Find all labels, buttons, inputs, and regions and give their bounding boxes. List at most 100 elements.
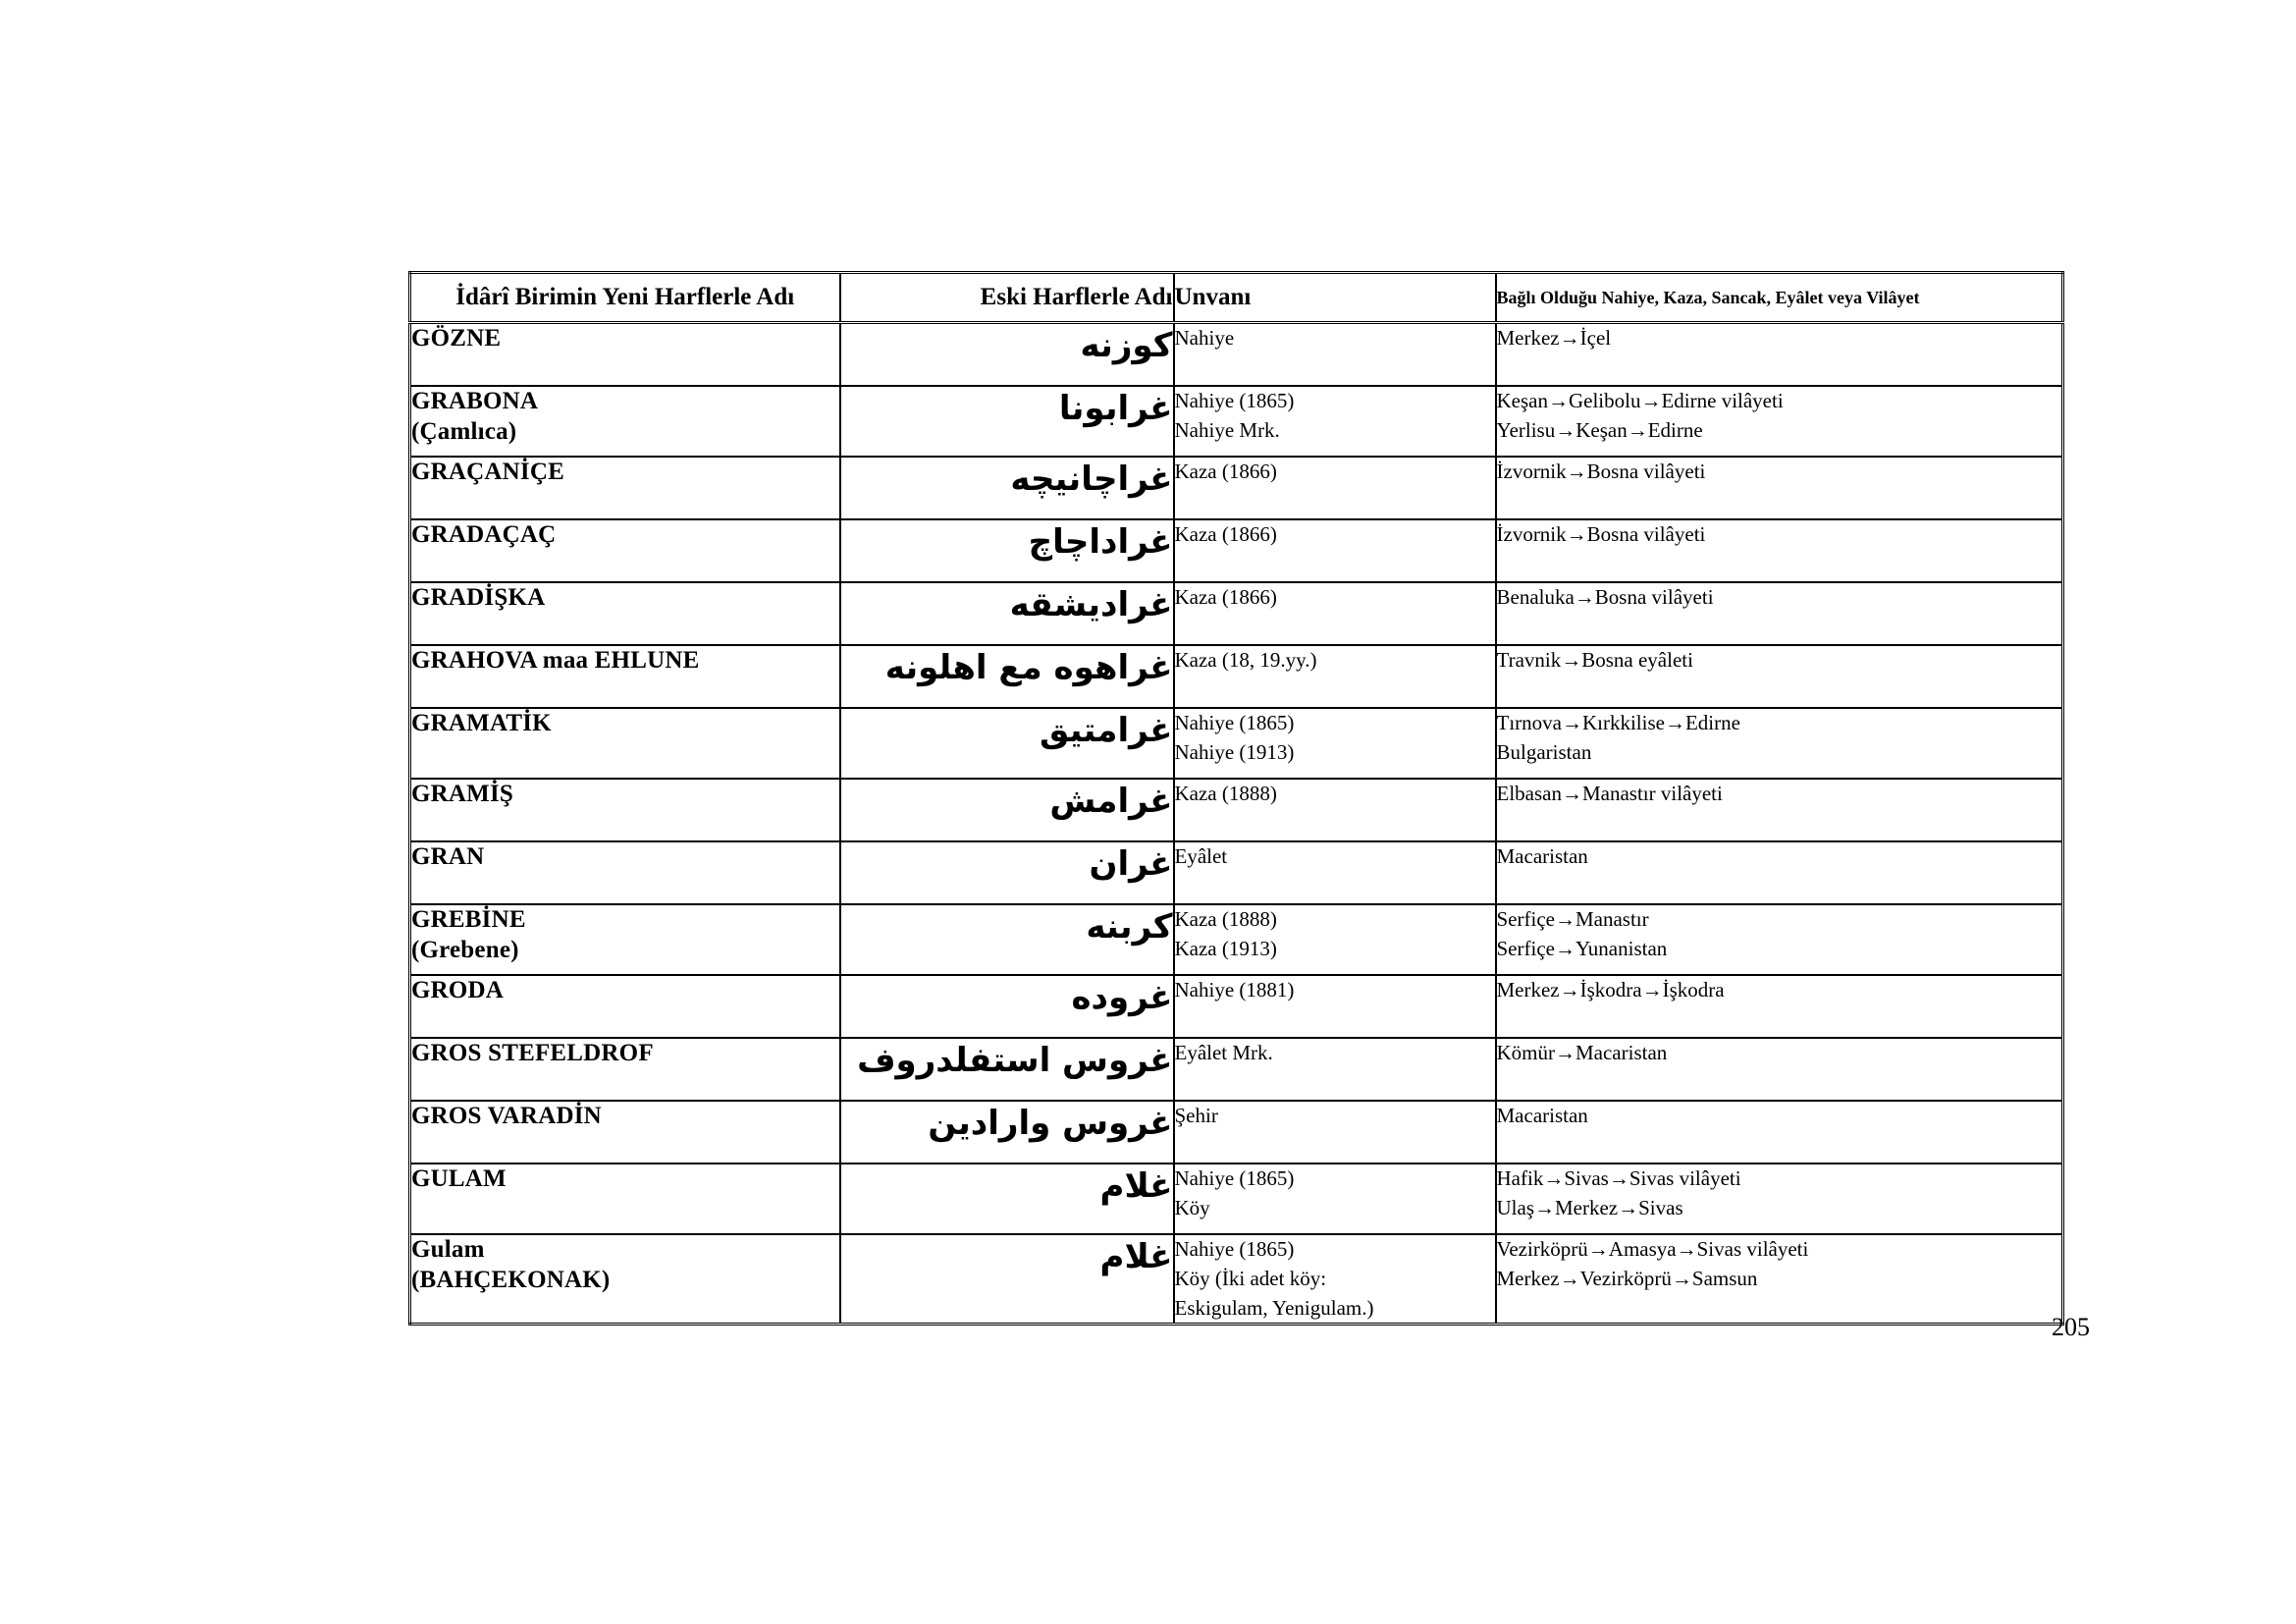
cell-new-script-name: GRADAÇAÇ (408, 518, 841, 583)
title-line: Eskigulam, Yenigulam.) (1174, 1295, 1374, 1320)
table-row: GRAÇANİÇE غراچانیچه Kaza (1866) İzvornik→Bo… (408, 456, 2064, 520)
name-line: GÖZNE (411, 325, 502, 352)
cell-new-script-name: GROS VARADİN (408, 1100, 841, 1164)
table-row: GULAM غلام Nahiye (1865) Köy Hafik→Sivas→Siv… (408, 1163, 2064, 1235)
registry-table-wrapper: İdârî Birimin Yeni Harflerle Adı Eski Ha… (408, 271, 2064, 1326)
name-line: GRADİŞKA (411, 584, 546, 611)
title-line: Nahiye (1865) (1174, 1166, 1295, 1190)
affiliation-line: Macaristan (1496, 844, 1588, 868)
title-line: Kaza (1888) (1174, 782, 1277, 805)
table-row: GRAHOVA maa EHLUNE غراهوه مع اهلونه Kaza (… (408, 644, 2064, 709)
cell-old-script-name: غرامش (838, 778, 1175, 842)
page-number: 205 (2052, 1313, 2090, 1341)
affiliation-line: Hafik→Sivas→Sivas vilâyeti (1496, 1166, 1741, 1190)
affiliation-line: Benaluka→Bosna vilâyeti (1496, 585, 1714, 609)
title-line: Nahiye (1881) (1174, 978, 1295, 1001)
title-line: Şehir (1174, 1104, 1218, 1127)
cell-affiliation: Merkez→İşkodra→İşkodra (1494, 974, 2064, 1039)
cell-old-script-name: غراچانیچه (838, 456, 1175, 520)
name-line: GREBİNE (411, 906, 526, 933)
title-line: Nahiye (1865) (1174, 1237, 1295, 1261)
cell-new-script-name: GRODA (408, 974, 841, 1039)
title-line: Kaza (1888) (1174, 907, 1277, 931)
cell-title: Eyâlet (1172, 840, 1497, 905)
cell-title: Nahiye (1865) Köy (1172, 1163, 1497, 1235)
name-line: (Çamlıca) (411, 417, 517, 445)
cell-affiliation: Kömür→Macaristan (1494, 1037, 2064, 1102)
table-row: Gulam (BAHÇEKONAK) غلام Nahiye (1865) Köy (İ… (408, 1233, 2064, 1326)
affiliation-line: Ulaş→Merkez→Sivas (1496, 1195, 1683, 1219)
table-row: GRAMATİK غرامتیق Nahiye (1865) Nahiye (1913… (408, 707, 2064, 780)
table-row: GÖZNE كوزنه Nahiye Merkez→İçel (408, 321, 2064, 387)
cell-title: Kaza (18, 19.yy.) (1172, 644, 1497, 709)
table-row: GRABONA (Çamlıca) غرابونا Nahiye (1865) Nahi… (408, 385, 2064, 458)
cell-new-script-name: GROS STEFELDROF (408, 1037, 841, 1102)
affiliation-line: Yerlisu→Keşan→Edirne (1496, 417, 1703, 442)
name-line: GROS VARADİN (411, 1103, 602, 1129)
title-line: Köy (1174, 1195, 1210, 1219)
cell-old-script-name: غراداچاچ (838, 518, 1175, 583)
title-line: Nahiye (1865) (1174, 389, 1295, 412)
affiliation-line: Travnik→Bosna eyâleti (1496, 648, 1693, 672)
cell-affiliation: Macaristan (1494, 840, 2064, 905)
table-row: GREBİNE (Grebene) كربنه Kaza (1888) Kaza (19… (408, 903, 2064, 976)
name-line: GRAMİŞ (411, 781, 513, 807)
name-line: GULAM (411, 1165, 507, 1192)
title-line: Kaza (1866) (1174, 585, 1277, 609)
cell-title: Nahiye (1865) Köy (İki adet köy: Eskigulam… (1172, 1233, 1497, 1326)
title-line: Eyâlet (1174, 844, 1228, 868)
affiliation-line: Tırnova→Kırkkilise→Edirne (1496, 711, 1740, 734)
name-line: GRAHOVA maa EHLUNE (411, 647, 700, 674)
table-row: GRODA غروده Nahiye (1881) Merkez→İşkodra→İş… (408, 974, 2064, 1039)
cell-affiliation: İzvornik→Bosna vilâyeti (1494, 518, 2064, 583)
cell-new-script-name: GRAN (408, 840, 841, 905)
table-row: GROS VARADİN غروس وارادین Şehir Macaristan (408, 1100, 2064, 1164)
name-line: GROS STEFELDROF (411, 1040, 654, 1066)
affiliation-line: Merkez→Vezirköprü→Samsun (1496, 1266, 1758, 1290)
cell-old-script-name: غرابونا (838, 385, 1175, 458)
cell-new-script-name: GÖZNE (408, 321, 841, 387)
cell-affiliation: Merkez→İçel (1494, 321, 2064, 387)
cell-title: Kaza (1866) (1172, 581, 1497, 646)
cell-affiliation: Travnik→Bosna eyâleti (1494, 644, 2064, 709)
cell-old-script-name: غروس استفلدروف (838, 1037, 1175, 1102)
column-header-new-script-name: İdârî Birimin Yeni Harflerle Adı (408, 271, 841, 324)
cell-new-script-name: GRAMİŞ (408, 778, 841, 842)
cell-affiliation: Tırnova→Kırkkilise→Edirne Bulgaristan (1494, 707, 2064, 780)
title-line: Nahiye (1913) (1174, 739, 1295, 764)
cell-title: Nahiye (1865) Nahiye Mrk. (1172, 385, 1497, 458)
column-header-title: Unvanı (1172, 271, 1497, 324)
table-row: GROS STEFELDROF غروس استفلدروف Eyâlet Mrk.… (408, 1037, 2064, 1102)
name-line: GRABONA (411, 388, 539, 414)
column-header-affiliation: Bağlı Olduğu Nahiye, Kaza, Sancak, Eyâle… (1494, 271, 2064, 324)
affiliation-line: Elbasan→Manastır vilâyeti (1496, 782, 1723, 805)
cell-new-script-name: GRADİŞKA (408, 581, 841, 646)
affiliation-line: Bulgaristan (1496, 739, 1592, 764)
cell-title: Nahiye (1172, 321, 1497, 387)
cell-new-script-name: GRAÇANİÇE (408, 456, 841, 520)
cell-affiliation: Keşan→Gelibolu→Edirne vilâyeti Yerlisu→Ke… (1494, 385, 2064, 458)
administrative-units-table: İdârî Birimin Yeni Harflerle Adı Eski Ha… (408, 271, 2064, 1326)
cell-old-script-name: غرادیشقه (838, 581, 1175, 646)
affiliation-line: Kömür→Macaristan (1496, 1041, 1668, 1064)
title-line: Nahiye (1865) (1174, 711, 1295, 734)
cell-affiliation: Hafik→Sivas→Sivas vilâyeti Ulaş→Merkez→Si… (1494, 1163, 2064, 1235)
cell-affiliation: İzvornik→Bosna vilâyeti (1494, 456, 2064, 520)
cell-affiliation: Elbasan→Manastır vilâyeti (1494, 778, 2064, 842)
table-header-row: İdârî Birimin Yeni Harflerle Adı Eski Ha… (408, 271, 2064, 324)
name-line: GRAMATİK (411, 710, 552, 736)
name-line: GRADAÇAÇ (411, 521, 557, 548)
affiliation-line: İzvornik→Bosna vilâyeti (1496, 460, 1706, 483)
affiliation-line: Keşan→Gelibolu→Edirne vilâyeti (1496, 389, 1784, 412)
cell-new-script-name: GULAM (408, 1163, 841, 1235)
cell-title: Nahiye (1865) Nahiye (1913) (1172, 707, 1497, 780)
cell-affiliation: Macaristan (1494, 1100, 2064, 1164)
title-line: Kaza (18, 19.yy.) (1174, 648, 1317, 672)
cell-old-script-name: كوزنه (838, 321, 1175, 387)
cell-title: Kaza (1888) (1172, 778, 1497, 842)
title-line: Kaza (1866) (1174, 460, 1277, 483)
name-line: (BAHÇEKONAK) (411, 1266, 611, 1293)
affiliation-line: Merkez→İçel (1496, 326, 1612, 350)
title-line: Eyâlet Mrk. (1174, 1041, 1273, 1064)
